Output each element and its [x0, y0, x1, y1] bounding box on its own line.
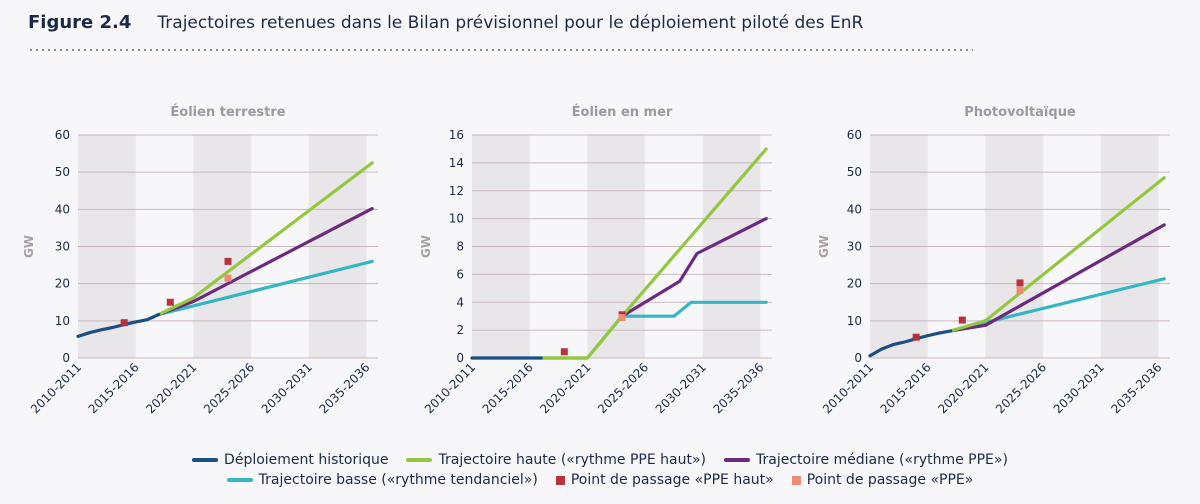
x-tick-label: 2020-2021 [537, 360, 593, 416]
legend-label-mediane: Trajectoire médiane («rythme PPE») [756, 452, 1008, 468]
y-tick-label: 20 [847, 277, 862, 291]
y-tick-label: 20 [55, 277, 70, 291]
x-tick-label: 2020-2021 [143, 360, 199, 416]
y-tick-label: 50 [55, 165, 70, 179]
y-tick-label: 10 [449, 212, 464, 226]
legend-swatch-haute [406, 458, 433, 462]
series-line-basse [949, 277, 1166, 333]
legend-label-haute: Trajectoire haute («rythme PPE haut») [438, 452, 707, 468]
legend-item-ppe-haut: Point de passage «PPE haut» [555, 472, 774, 488]
legend-label-ppe: Point de passage «PPE» [806, 472, 974, 488]
figure-title: Trajectoires retenues dans le Bilan prév… [157, 13, 864, 33]
x-tick-label: 2035-2036 [1108, 360, 1164, 416]
marker-ppe [1016, 286, 1024, 294]
x-tick-label: 2025-2026 [201, 360, 257, 416]
y-tick-label: 60 [847, 128, 862, 142]
x-tick-label: 2015-2016 [480, 360, 536, 416]
legend-swatch-mediane [724, 458, 751, 462]
x-tick-label: 2035-2036 [710, 360, 766, 416]
x-tick-label: 2015-2016 [878, 360, 934, 416]
figure-number: Figure 2.4 [28, 12, 132, 33]
chart-title: Photovoltaïque [964, 105, 1076, 120]
legend-label-basse: Trajectoire basse («rythme tendanciel») [258, 472, 538, 488]
x-tick-label: 2015-2016 [86, 360, 142, 416]
chart-panel-3: 0 10 20 30 40 50 60 2010-2011 2015-2016 2020-2021… [817, 105, 1170, 416]
y-tick-label: 40 [55, 202, 70, 216]
y-tick-label: 2 [456, 323, 464, 337]
y-tick-label: 6 [456, 267, 464, 281]
x-tick-label: 2020-2021 [935, 360, 991, 416]
x-tick-label: 2025-2026 [595, 360, 651, 416]
marker-ppe [618, 314, 626, 322]
y-axis-label: GW [419, 235, 433, 258]
marker-ppe-haut [120, 319, 128, 327]
figure-header: Figure 2.4 Trajectoires retenues dans le… [28, 12, 863, 42]
marker-ppe-haut [912, 333, 920, 341]
y-tick-label: 8 [456, 240, 464, 254]
legend-swatch-ppe-haut [555, 475, 565, 485]
legend-label-historique: Déploiement historique [224, 452, 389, 468]
series-line-basse [157, 259, 374, 317]
y-tick-label: 30 [55, 240, 70, 254]
legend-item-historique: Déploiement historique [192, 452, 388, 468]
legend-swatch-historique [192, 458, 219, 462]
y-tick-label: 0 [854, 351, 862, 365]
marker-ppe-haut [166, 298, 174, 306]
y-tick-label: 40 [847, 202, 862, 216]
chart-panel-2: 0 2 4 6 8 10 12 14 16 2010-2011 2015-2016 2020-2021… [419, 104, 772, 416]
chart-title: Éolien terrestre [170, 104, 285, 120]
legend-item-haute: Trajectoire haute («rythme PPE haut») [406, 452, 706, 468]
x-tick-label: 2010-2011 [820, 360, 876, 416]
marker-ppe-haut [958, 316, 966, 324]
y-tick-label: 4 [456, 295, 464, 309]
legend-row-2: Trajectoire basse («rythme tendanciel») … [0, 472, 1200, 488]
series-line-haute [157, 161, 374, 317]
legend-swatch-ppe [791, 475, 801, 485]
y-tick-label: 0 [62, 351, 70, 365]
x-tick-label: 2025-2026 [993, 360, 1049, 416]
series-line-haute [539, 147, 768, 360]
chart-panel-1: 0 10 20 30 40 50 60 2010-2011 2015-2016 2020-2021… [22, 104, 378, 416]
y-tick-label: 16 [449, 128, 464, 142]
y-tick-label: 50 [847, 165, 862, 179]
y-tick-label: 0 [456, 351, 464, 365]
y-axis-label: GW [22, 235, 36, 258]
legend-item-basse: Trajectoire basse («rythme tendanciel») [226, 472, 538, 488]
legend-row-1: Déploiement historique Trajectoire haute… [0, 452, 1200, 468]
y-tick-label: 30 [847, 240, 862, 254]
y-axis-label: GW [817, 235, 831, 258]
series-line-haute [949, 176, 1166, 333]
y-tick-label: 60 [55, 128, 70, 142]
series-line-historique [76, 312, 161, 338]
series-line-historique [868, 329, 953, 358]
x-tick-label: 2010-2011 [28, 360, 84, 416]
x-tick-label: 2010-2011 [422, 360, 478, 416]
marker-ppe [224, 274, 232, 282]
marker-ppe-haut [560, 348, 568, 356]
legend-swatch-basse [226, 478, 253, 482]
y-tick-label: 10 [55, 314, 70, 328]
series-line-mediane [620, 217, 768, 318]
chart-title: Éolien en mer [572, 104, 673, 120]
y-tick-label: 10 [847, 314, 862, 328]
y-tick-label: 14 [449, 156, 464, 170]
x-tick-label: 2030-2031 [653, 360, 709, 416]
marker-ppe-haut [224, 257, 232, 265]
x-tick-label: 2030-2031 [1051, 360, 1107, 416]
legend-item-mediane: Trajectoire médiane («rythme PPE») [724, 452, 1008, 468]
marker-ppe-haut [1016, 279, 1024, 287]
title-dotted-divider [28, 48, 973, 52]
y-tick-label: 12 [449, 184, 464, 198]
x-tick-label: 2030-2031 [259, 360, 315, 416]
legend-item-ppe: Point de passage «PPE» [791, 472, 974, 488]
x-tick-label: 2035-2036 [316, 360, 372, 416]
legend-label-ppe-haut: Point de passage «PPE haut» [570, 472, 774, 488]
